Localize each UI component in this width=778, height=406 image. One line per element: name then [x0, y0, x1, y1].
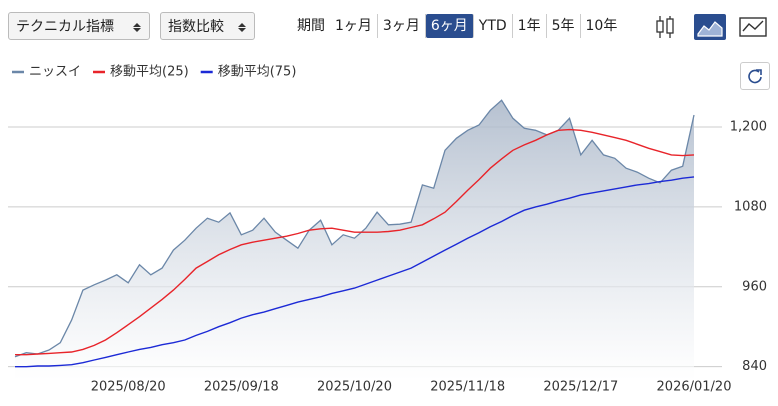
line-icon[interactable] — [739, 17, 767, 37]
series-line — [15, 128, 695, 356]
y-tick-label: 1080 — [734, 199, 767, 214]
period-label: 期間 — [297, 18, 325, 34]
compare-select[interactable]: 指数比較 — [160, 12, 255, 40]
x-tick-label: 2025/11/18 — [430, 380, 505, 395]
refresh-icon — [748, 69, 762, 84]
chart-type-icons — [656, 14, 767, 40]
period-button[interactable]: YTD — [474, 14, 513, 38]
x-tick-label: 2025/09/18 — [204, 380, 279, 395]
x-tick-label: 2026/01/20 — [657, 380, 732, 395]
series-line — [14, 99, 695, 358]
candle-icon[interactable] — [656, 16, 674, 38]
x-tick-label: 2025/08/20 — [91, 380, 166, 395]
period-button[interactable]: 6ヶ月 — [425, 14, 474, 38]
y-tick-label: 840 — [742, 359, 767, 374]
x-tick-label: 2025/10/20 — [317, 380, 392, 395]
technical-select[interactable]: テクニカル指標 — [8, 12, 150, 40]
period-button[interactable]: 1ヶ月 — [330, 14, 378, 38]
legend-label: 移動平均(25) — [110, 65, 189, 80]
legend: ニッスイ 移動平均(25) 移動平均(75) — [12, 65, 296, 80]
legend-label: 移動平均(75) — [218, 65, 297, 80]
period-button[interactable]: 3ヶ月 — [378, 14, 426, 38]
period-bar: 期間 1ヶ月 3ヶ月 6ヶ月 YTD 1年 5年 10年 — [292, 14, 622, 38]
area-icon[interactable] — [694, 14, 726, 40]
refresh-button[interactable] — [740, 62, 770, 90]
y-tick-label: 1,200 — [730, 119, 767, 134]
period-button[interactable]: 5年 — [547, 14, 581, 38]
period-button[interactable]: 10年 — [585, 18, 618, 34]
y-tick-label: 960 — [742, 279, 767, 294]
legend-label: ニッスイ — [29, 65, 81, 80]
period-button[interactable]: 1年 — [513, 14, 547, 38]
series-line — [15, 176, 695, 368]
x-tick-label: 2025/12/17 — [543, 380, 618, 395]
price-area — [15, 100, 694, 381]
